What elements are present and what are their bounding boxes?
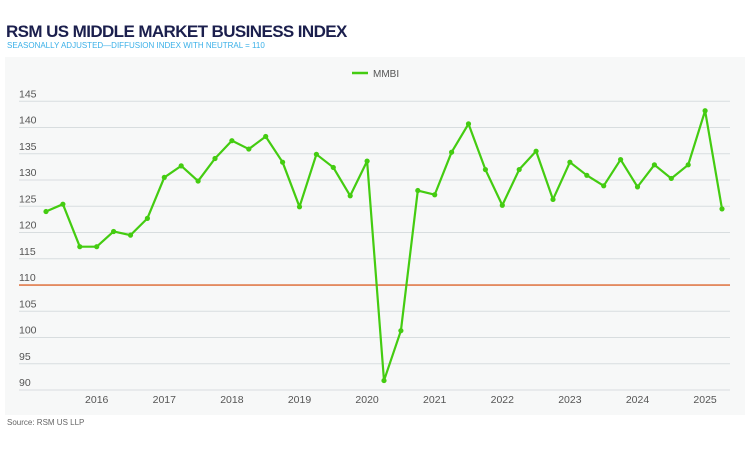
data-point <box>229 138 235 144</box>
data-point <box>499 202 505 208</box>
data-point <box>144 215 150 221</box>
data-point <box>111 228 117 235</box>
data-point <box>161 174 167 181</box>
data-point <box>567 159 573 165</box>
x-tick-label: 2022 <box>491 394 515 406</box>
y-tick-label: 105 <box>19 298 37 310</box>
y-tick-label: 125 <box>19 193 37 205</box>
legend: MMBI <box>352 69 399 80</box>
data-point <box>347 193 353 199</box>
data-point <box>94 244 100 250</box>
data-point <box>77 244 83 250</box>
data-point <box>516 166 522 173</box>
data-point <box>313 151 319 157</box>
data-point <box>618 156 624 163</box>
data-point <box>584 172 590 178</box>
data-point <box>330 164 336 171</box>
data-point <box>685 162 691 168</box>
data-point <box>364 158 370 164</box>
data-point <box>296 204 303 210</box>
data-point <box>195 178 201 184</box>
y-tick-label: 140 <box>19 115 37 127</box>
data-point <box>449 149 455 155</box>
data-point <box>60 201 66 207</box>
x-tick-label: 2023 <box>558 394 582 406</box>
x-tick-label: 2020 <box>355 394 379 406</box>
data-point <box>634 184 641 190</box>
source-note: Source: RSM US LLP <box>7 418 85 427</box>
legend-label: MMBI <box>373 69 399 80</box>
y-tick-label: 100 <box>19 325 37 337</box>
series-line-mmbi <box>45 109 724 382</box>
data-point <box>702 108 708 114</box>
data-point <box>482 166 488 173</box>
data-point <box>668 175 674 182</box>
data-point <box>432 192 438 198</box>
y-tick-label: 110 <box>19 272 36 284</box>
data-point <box>398 328 404 334</box>
data-point <box>719 206 725 212</box>
y-tick-label: 90 <box>19 377 31 389</box>
x-tick-label: 2017 <box>153 394 177 406</box>
x-tick-label: 2019 <box>288 394 312 406</box>
x-tick-label: 2016 <box>85 394 109 406</box>
x-tick-label: 2024 <box>626 394 650 406</box>
x-tick-label: 2021 <box>423 394 447 406</box>
data-point <box>178 163 184 169</box>
data-point <box>415 187 421 194</box>
data-point <box>465 121 472 127</box>
data-point <box>212 155 218 162</box>
data-point <box>280 159 286 165</box>
data-point <box>533 148 539 154</box>
data-point <box>601 183 607 189</box>
x-tick-label: 2018 <box>220 394 244 406</box>
data-point <box>263 133 269 140</box>
x-tick-label: 2025 <box>693 394 717 406</box>
y-tick-label: 135 <box>19 141 37 153</box>
data-point <box>550 196 556 203</box>
y-tick-label: 130 <box>19 167 37 179</box>
y-tick-label: 115 <box>19 246 36 258</box>
y-tick-label: 120 <box>19 220 37 232</box>
data-point <box>381 377 387 384</box>
y-tick-label: 145 <box>19 88 37 100</box>
data-point <box>246 146 252 152</box>
chart-title: RSM US MIDDLE MARKET BUSINESS INDEX <box>6 22 347 41</box>
data-point <box>651 162 658 168</box>
y-tick-label: 95 <box>19 351 31 363</box>
data-point <box>43 208 49 215</box>
data-point <box>127 232 134 238</box>
chart-subtitle: SEASONALLY ADJUSTED—DIFFUSION INDEX WITH… <box>7 41 265 50</box>
